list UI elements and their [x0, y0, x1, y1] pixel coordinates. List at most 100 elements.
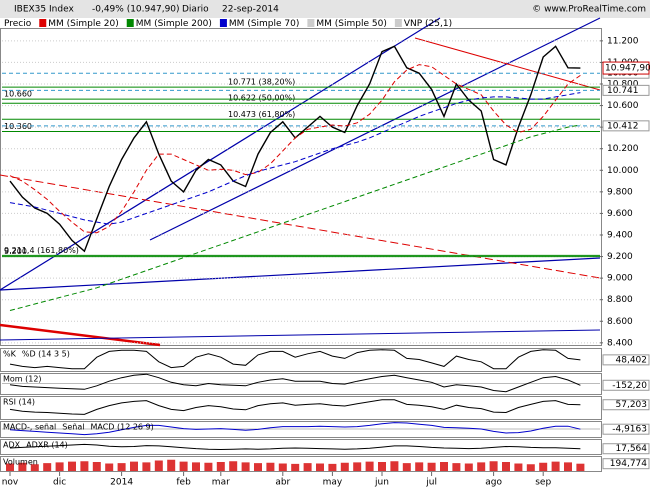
x-tick-label: dic	[53, 478, 66, 488]
volume-bar	[402, 463, 411, 471]
period: Diario	[182, 5, 209, 15]
panel-value-label: 48,402	[616, 355, 648, 365]
panel-frame	[0, 456, 602, 472]
volume-bar	[18, 462, 27, 471]
volume-bar	[452, 463, 461, 471]
volume-bar	[551, 461, 560, 471]
panel-value-label: 194,774	[610, 459, 647, 469]
y-tick-label: 10.800	[607, 80, 639, 90]
trendline	[0, 174, 601, 279]
volume-bar	[266, 462, 275, 471]
trendline	[149, 17, 601, 241]
line	[9, 399, 581, 415]
trendline	[0, 329, 601, 341]
panel-value-box	[602, 458, 650, 470]
legend-label: MM (Simple 50)	[316, 19, 386, 29]
y-tick-label: 9.200	[607, 252, 633, 262]
volume-bar	[30, 464, 39, 471]
legend-swatch	[39, 19, 47, 27]
volume-bar	[142, 462, 151, 471]
volume-bar	[192, 462, 200, 471]
x-tick-label: jun	[374, 478, 389, 488]
panel-label: Volumen	[3, 458, 38, 467]
panel-value-box	[602, 443, 650, 455]
y-tick-label: 9.000	[607, 274, 633, 284]
volume-bar	[204, 462, 213, 471]
y-tick-label: 9.400	[607, 230, 633, 240]
panel-frame	[0, 439, 602, 455]
y-tick-label: 8.800	[607, 295, 633, 305]
x-tick-label: mar	[212, 478, 230, 488]
x-tick-label: ago	[485, 478, 502, 488]
line	[9, 373, 581, 393]
panel-value-box	[602, 399, 650, 411]
volume-bar	[80, 461, 89, 471]
volume-bar	[353, 462, 362, 471]
legend-swatch	[126, 19, 134, 27]
volume-bar	[229, 461, 238, 471]
trendline	[0, 323, 161, 347]
price-level-box	[602, 120, 650, 132]
line	[9, 422, 581, 436]
volume-bar	[539, 462, 548, 471]
panel-label: %K	[3, 350, 17, 359]
x-tick-label: feb	[176, 478, 191, 488]
panel-value-label: -152,20	[612, 381, 647, 391]
volume-bar	[340, 462, 349, 471]
volume-bar	[117, 463, 126, 471]
volume-bar	[365, 461, 374, 471]
trendline	[0, 17, 441, 291]
volume-bar	[278, 463, 287, 471]
volume-bar	[390, 461, 399, 471]
panel-frame	[0, 396, 602, 420]
volume-bar	[514, 463, 523, 471]
change: -0,49% (10.947,90)	[92, 5, 180, 15]
volume-bar	[303, 463, 312, 471]
legend-swatch	[219, 19, 227, 27]
level-label: 10.771 (38,20%)	[228, 78, 295, 87]
y-tick-label: 10.000	[607, 166, 639, 176]
legend-label: Precio	[4, 19, 32, 29]
volume-bar	[502, 462, 510, 471]
panel-label: Mom (12)	[3, 375, 42, 384]
volume-bar	[6, 463, 14, 471]
legend-label: MM (Simple 20)	[48, 19, 118, 29]
trendline	[414, 37, 601, 91]
level-label: 9.200	[4, 247, 27, 256]
y-tick-label: 8.600	[607, 317, 633, 327]
volume-bar	[92, 462, 101, 471]
last-price-box	[602, 61, 650, 75]
price-level-label: 10.741	[607, 86, 639, 96]
panel-label: ADX	[3, 441, 21, 450]
volume-bar	[316, 463, 324, 471]
y-tick-label: 11.200	[607, 36, 639, 46]
volume-bar	[378, 462, 386, 471]
volume-bar	[576, 463, 585, 471]
volume-bar	[427, 462, 436, 471]
panel-frame	[0, 348, 602, 372]
panel-label: RSI (14)	[3, 398, 35, 407]
volume-bar	[254, 463, 262, 471]
credit: © www.ProRealTime.com	[532, 5, 646, 15]
volume-bar	[328, 463, 337, 471]
level-label: 10.622 (50,00%)	[228, 94, 295, 103]
y-tick-label: 9.800	[607, 187, 633, 197]
x-tick-label: 2014	[110, 478, 133, 488]
legend-label: MM (Simple 200)	[136, 19, 212, 29]
y-tick-label: 10.200	[607, 144, 639, 154]
y-tick-label: 9.600	[607, 209, 633, 219]
x-tick-label: abr	[275, 478, 290, 488]
volume-bar	[105, 463, 114, 471]
price-level-label: 10.412	[607, 121, 639, 131]
date: 22-sep-2014	[222, 5, 279, 15]
volume-bar	[464, 463, 473, 471]
panel-label: %D (14 3 5)	[22, 350, 70, 359]
price-level-box	[602, 84, 650, 96]
y-tick-label: 8.400	[607, 338, 633, 348]
x-tick-label: jul	[425, 478, 437, 488]
volume-bar	[216, 462, 225, 471]
panel-value-box	[602, 379, 650, 391]
volume-bar	[415, 462, 424, 471]
volume-bar	[477, 462, 486, 471]
